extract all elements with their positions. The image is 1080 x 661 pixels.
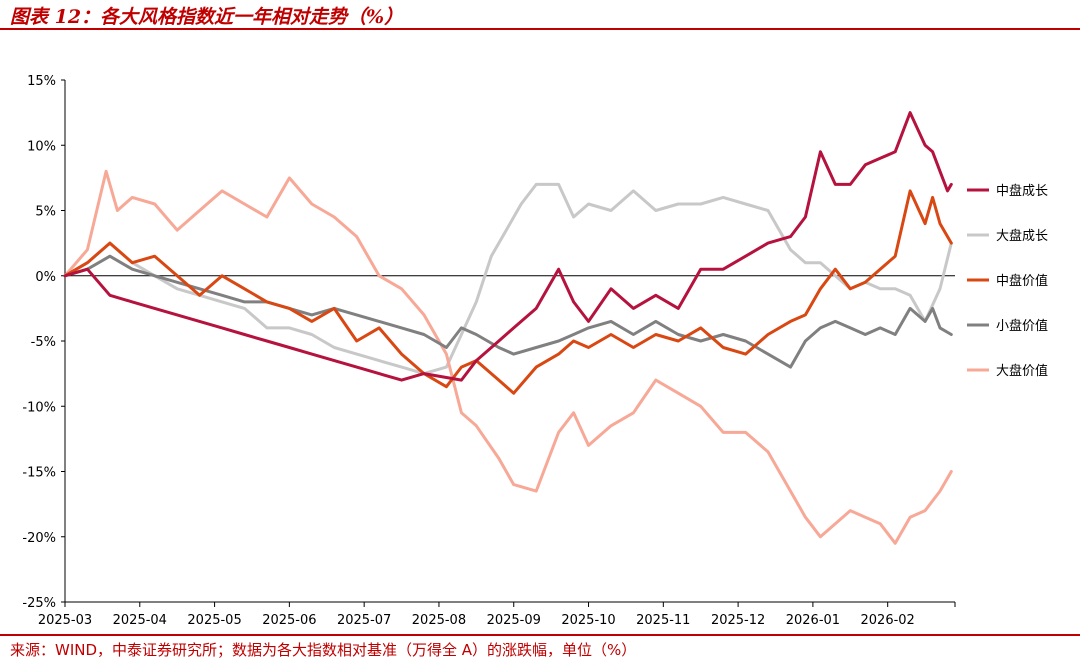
legend-label: 大盘成长	[996, 228, 1048, 244]
y-tick-label: 0%	[35, 270, 56, 285]
series-line-large-value	[63, 169, 953, 545]
x-tick-label: 2025-04	[113, 613, 167, 628]
source-note: 来源：WIND，中泰证券研究所；数据为各大指数相对基准（万得全 A）的涨跌幅，单…	[10, 641, 637, 659]
series-line-mid-growth	[63, 111, 953, 382]
legend-label: 大盘价值	[996, 363, 1048, 379]
x-tick-label: 2025-05	[187, 613, 241, 628]
source-bar: 来源：WIND，中泰证券研究所；数据为各大指数相对基准（万得全 A）的涨跌幅，单…	[0, 634, 1080, 661]
y-tick-label: -25%	[22, 596, 56, 611]
x-tick-label: 2025-08	[412, 613, 466, 628]
x-tick-label: 2025-09	[487, 613, 541, 628]
x-tick-label: 2026-01	[786, 613, 840, 628]
x-tick-label: 2025-11	[636, 613, 690, 628]
legend-label: 中盘成长	[996, 183, 1048, 199]
x-tick-label: 2025-12	[711, 613, 765, 628]
x-tick-label: 2025-10	[561, 613, 615, 628]
series-line-small-value	[63, 254, 953, 369]
y-tick-label: 10%	[27, 139, 56, 154]
y-tick-label: -10%	[22, 400, 56, 415]
page-title: 图表 12：各大风格指数近一年相对走势（%）	[10, 6, 404, 28]
x-tick-label: 2025-07	[337, 613, 391, 628]
legend-label: 小盘价值	[996, 318, 1048, 334]
series-line-large-growth	[63, 182, 953, 376]
y-tick-label: 15%	[27, 74, 56, 89]
x-tick-label: 2025-06	[262, 613, 316, 628]
y-tick-label: 5%	[35, 205, 56, 220]
x-tick-label: 2026-02	[861, 613, 915, 628]
y-tick-label: -15%	[22, 466, 56, 481]
x-tick-label: 2025-03	[38, 613, 92, 628]
y-tick-label: -5%	[31, 335, 56, 350]
title-bar: 图表 12：各大风格指数近一年相对走势（%）	[0, 0, 1080, 30]
series-line-mid-value	[63, 189, 953, 395]
y-tick-label: -20%	[22, 531, 56, 546]
legend-label: 中盘价值	[996, 273, 1048, 289]
